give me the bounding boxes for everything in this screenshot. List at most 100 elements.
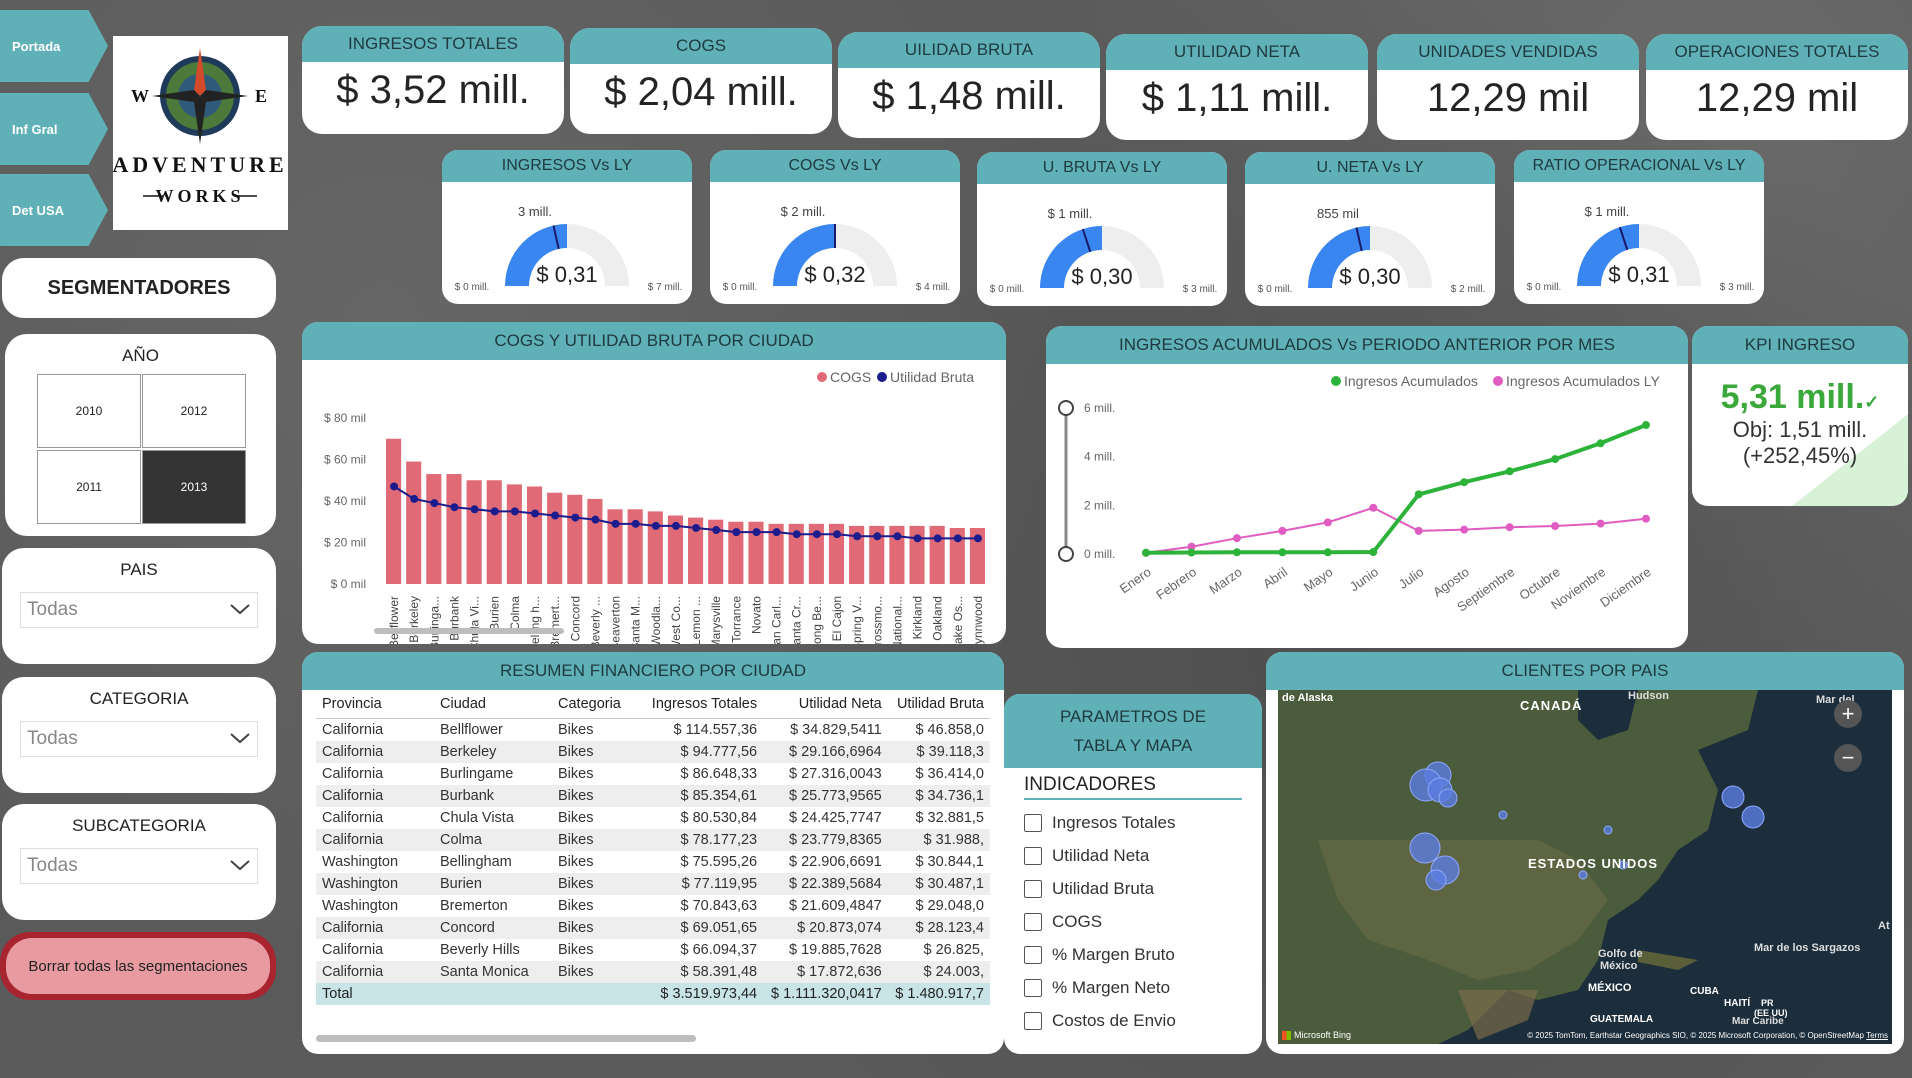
series-point[interactable] (1278, 526, 1287, 535)
bar-cogs[interactable] (567, 494, 583, 584)
series-point[interactable] (1505, 467, 1514, 476)
indicator-option[interactable]: COGS (1024, 905, 1262, 938)
utilidad-bruta-point[interactable] (792, 530, 801, 539)
utilidad-bruta-point[interactable] (591, 515, 600, 524)
utilidad-bruta-point[interactable] (853, 532, 862, 541)
bar-cogs[interactable] (526, 486, 543, 584)
table-row[interactable]: California Bellflower Bikes $ 114.557,36 $ 3… (316, 719, 990, 742)
indicator-option[interactable]: % Margen Neto (1024, 971, 1262, 1004)
table-row[interactable]: California Berkeley Bikes $ 94.777,56 $ 29.1… (316, 741, 990, 763)
series-point[interactable] (1551, 522, 1560, 531)
year-2010-button[interactable]: 2010 (37, 374, 141, 448)
utilidad-bruta-point[interactable] (973, 534, 982, 543)
bar-cogs[interactable] (466, 480, 482, 584)
nav-det-usa-button[interactable]: Det USA (0, 174, 108, 246)
series-point[interactable] (1596, 519, 1605, 528)
bar-cogs[interactable] (788, 523, 804, 584)
table-row[interactable]: Washington Bellingham Bikes $ 75.595,26 $ 22… (316, 851, 990, 873)
bar-cogs[interactable] (728, 521, 744, 584)
utilidad-bruta-point[interactable] (671, 521, 680, 530)
checkbox[interactable] (1024, 813, 1042, 832)
checkbox[interactable] (1024, 1011, 1042, 1030)
series-point[interactable] (1505, 523, 1514, 532)
checkbox[interactable] (1024, 945, 1042, 964)
bar-cogs[interactable] (869, 525, 885, 584)
bar-cogs[interactable] (849, 525, 865, 584)
series-point[interactable] (1642, 421, 1650, 430)
clear-slicers-button[interactable]: Borrar todas las segmentaciones (0, 932, 276, 1000)
indicator-option[interactable]: Costos de Envio (1024, 1004, 1262, 1037)
indicator-option[interactable]: Utilidad Bruta (1024, 872, 1262, 905)
column-header[interactable]: Ciudad (434, 690, 552, 719)
utilidad-bruta-point[interactable] (893, 532, 902, 541)
bar-cogs[interactable] (969, 527, 985, 584)
table-row[interactable]: California Concord Bikes $ 69.051,65 $ 20.87… (316, 917, 990, 939)
series-point[interactable] (1596, 439, 1605, 448)
bar-cogs[interactable] (627, 509, 643, 584)
utilidad-bruta-point[interactable] (833, 530, 841, 539)
terms-link[interactable]: Terms (1866, 1031, 1888, 1040)
table-row[interactable]: Washington Burien Bikes $ 77.119,95 $ 22.389… (316, 873, 990, 895)
series-point[interactable] (1323, 548, 1332, 557)
bar-cogs[interactable] (828, 523, 845, 584)
column-header[interactable]: Utilidad Bruta (887, 690, 990, 719)
column-header[interactable]: Categoria (552, 690, 644, 719)
bar-cogs[interactable] (949, 527, 965, 584)
year-2012-button[interactable]: 2012 (142, 374, 246, 448)
bar-cogs[interactable] (708, 519, 724, 584)
series-point[interactable] (1142, 548, 1150, 557)
utilidad-bruta-point[interactable] (953, 534, 962, 543)
series-point[interactable] (1187, 542, 1196, 551)
series-point[interactable] (1551, 455, 1560, 464)
series-point[interactable] (1414, 490, 1423, 499)
series-point[interactable] (1278, 548, 1287, 557)
column-header[interactable]: Utilidad Neta (763, 690, 888, 719)
utilidad-bruta-point[interactable] (470, 505, 479, 514)
utilidad-bruta-point[interactable] (450, 503, 459, 512)
checkbox[interactable] (1024, 912, 1042, 931)
table-row[interactable]: California Chula Vista Bikes $ 80.530,84 $ 2… (316, 807, 990, 829)
utilidad-bruta-point[interactable] (390, 482, 399, 491)
country-dropdown[interactable]: Todas (20, 592, 258, 628)
bar-cogs[interactable] (808, 523, 824, 584)
bar-cogs[interactable] (607, 509, 623, 584)
horizontal-scrollbar[interactable] (374, 628, 564, 634)
zoom-in-button[interactable]: + (1834, 700, 1862, 728)
series-point[interactable] (1323, 518, 1332, 527)
utilidad-bruta-point[interactable] (551, 511, 560, 520)
checkbox[interactable] (1024, 879, 1042, 898)
utilidad-bruta-point[interactable] (732, 528, 741, 537)
indicator-option[interactable]: % Margen Bruto (1024, 938, 1262, 971)
horizontal-scrollbar[interactable] (316, 1035, 696, 1042)
bar-cogs[interactable] (688, 517, 704, 584)
subcategory-dropdown[interactable]: Todas (20, 848, 258, 884)
series-point[interactable] (1642, 514, 1650, 523)
series-point[interactable] (1460, 478, 1469, 487)
series-point[interactable] (1232, 548, 1241, 557)
utilidad-bruta-point[interactable] (510, 507, 519, 516)
utilidad-bruta-point[interactable] (531, 509, 539, 518)
table-row[interactable]: Washington Bremerton Bikes $ 70.843,63 $ 21.… (316, 895, 990, 917)
bar-cogs[interactable] (748, 521, 764, 584)
bar-cogs[interactable] (446, 474, 462, 584)
series-point[interactable] (1187, 548, 1196, 557)
utilidad-bruta-point[interactable] (913, 534, 922, 543)
indicator-option[interactable]: Ingresos Totales (1024, 806, 1262, 839)
utilidad-bruta-point[interactable] (772, 528, 781, 537)
utilidad-bruta-point[interactable] (752, 528, 761, 537)
table-row[interactable]: California Colma Bikes $ 78.177,23 $ 23.779,… (316, 829, 990, 851)
bar-cogs[interactable] (486, 480, 502, 584)
utilidad-bruta-point[interactable] (873, 532, 882, 541)
bar-cogs[interactable] (406, 461, 422, 584)
utilidad-bruta-point[interactable] (631, 519, 640, 528)
zoom-out-button[interactable]: − (1834, 744, 1862, 772)
checkbox[interactable] (1024, 846, 1042, 865)
nav-inf-gral-button[interactable]: Inf Gral (0, 93, 108, 165)
bar-cogs[interactable] (667, 515, 683, 584)
utilidad-bruta-point[interactable] (812, 530, 821, 539)
bar-cogs[interactable] (426, 474, 442, 584)
bar-cogs[interactable] (889, 525, 905, 584)
utilidad-bruta-point[interactable] (490, 507, 499, 516)
utilidad-bruta-point[interactable] (611, 519, 620, 528)
bar-cogs[interactable] (386, 438, 402, 584)
